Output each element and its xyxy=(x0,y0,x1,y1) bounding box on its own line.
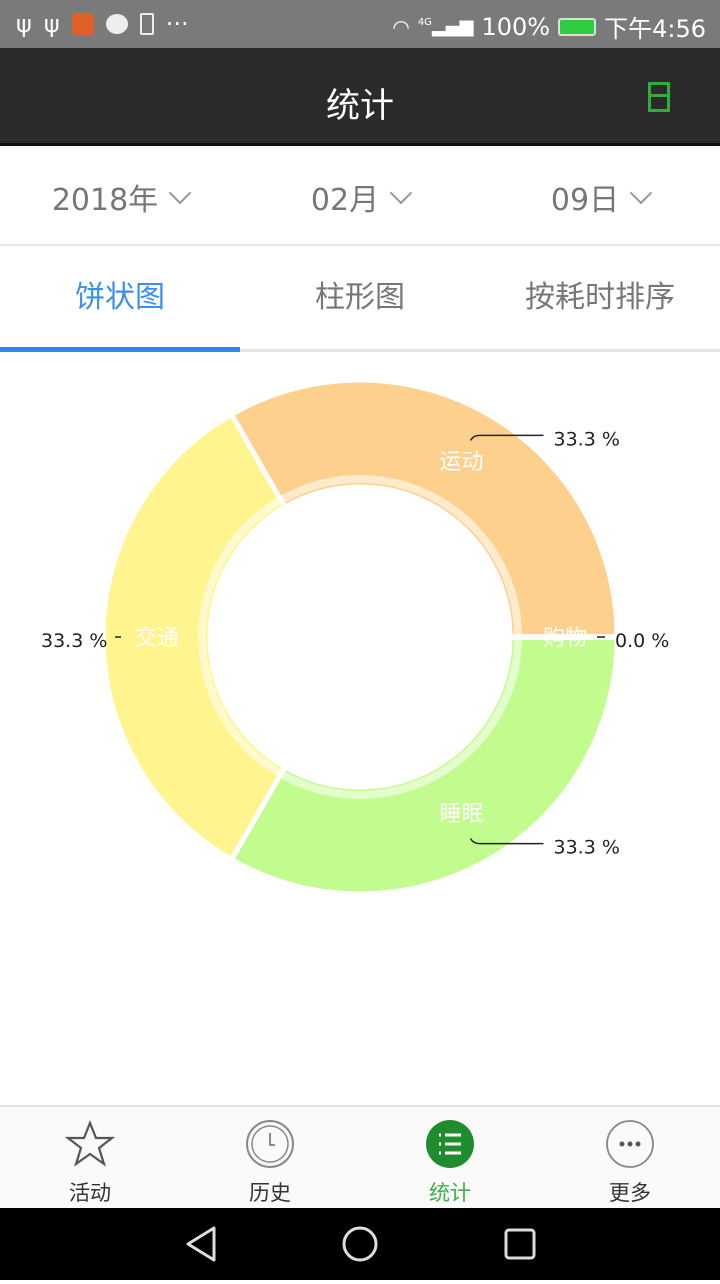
battery-percent: 100% xyxy=(481,12,551,41)
slice-percent-label: 33.3 % xyxy=(554,837,620,859)
slice-percent-label: 33.3 % xyxy=(554,428,620,450)
slice-label: 运动 xyxy=(439,450,483,475)
chart-tabs: 饼状图 柱形图 按耗时排序 xyxy=(0,248,720,352)
date-selector-row: 2018年 02月 09日 xyxy=(0,149,720,246)
year-select[interactable]: 2018年 xyxy=(0,149,240,244)
nav-more[interactable]: 更多 xyxy=(540,1107,720,1208)
tab-bar-chart[interactable]: 柱形图 xyxy=(315,280,405,315)
day-select[interactable]: 09日 xyxy=(480,149,720,244)
battery-icon xyxy=(558,17,597,36)
signal-icon: 4G▂▄▆ xyxy=(417,16,474,37)
month-value: 02月 xyxy=(310,182,380,218)
usb-icon: ψ xyxy=(43,10,60,38)
video-app-icon xyxy=(71,13,94,35)
system-nav-bar xyxy=(0,1208,720,1280)
slice-label: 交通 xyxy=(135,626,179,651)
bottom-nav: 活动 历史 统计 更多 xyxy=(0,1105,720,1208)
nav-more-label: 更多 xyxy=(609,1181,651,1205)
slice-percent-label: 0.0 % xyxy=(615,630,669,652)
chevron-down-icon xyxy=(389,181,413,204)
leader-line xyxy=(469,434,544,441)
page-title: 统计 xyxy=(326,86,394,126)
month-select[interactable]: 02月 xyxy=(240,149,480,244)
more-icon xyxy=(605,1119,655,1169)
tab-sort-by-time[interactable]: 按耗时排序 xyxy=(525,280,675,315)
status-bar: ψ ψ ··· ◠ 4G▂▄▆ 100% 下午4:56 xyxy=(0,0,720,48)
pie-slice-0[interactable] xyxy=(228,634,620,897)
leader-line xyxy=(469,838,544,845)
recents-icon[interactable] xyxy=(504,1228,536,1260)
back-icon[interactable] xyxy=(186,1226,216,1262)
star-icon xyxy=(65,1119,115,1169)
clock-icon xyxy=(245,1119,295,1169)
chevron-down-icon xyxy=(629,181,653,204)
chevron-down-icon xyxy=(168,181,192,204)
day-value: 09日 xyxy=(550,182,620,218)
nav-activity-label: 活动 xyxy=(69,1181,111,1205)
pie-slice-1[interactable] xyxy=(100,411,289,863)
list-icon xyxy=(425,1119,475,1169)
app-bar: 统计 xyxy=(0,48,720,146)
pie-slice-2[interactable] xyxy=(228,377,620,640)
calendar-icon[interactable] xyxy=(648,82,670,112)
donut-chart: 睡眠 33.3 % 交通 33.3 % 运动 33.3 % 购物 0.0 % xyxy=(41,377,669,897)
home-icon[interactable] xyxy=(342,1226,378,1262)
nav-activity[interactable]: 活动 xyxy=(0,1107,180,1208)
wifi-icon: ◠ xyxy=(392,14,410,39)
nav-history[interactable]: 历史 xyxy=(180,1107,360,1208)
nav-statistics-label: 统计 xyxy=(429,1181,471,1205)
year-value: 2018年 xyxy=(51,182,159,218)
clock-time: 下午4:56 xyxy=(604,15,706,43)
slice-label: 购物 xyxy=(543,626,587,651)
nav-history-label: 历史 xyxy=(249,1181,291,1205)
slice-inner-highlight xyxy=(198,496,284,778)
slice-label: 睡眠 xyxy=(439,802,483,827)
nav-statistics[interactable]: 统计 xyxy=(360,1107,540,1208)
slice-inner-highlight xyxy=(279,636,522,799)
more-notifications-icon: ··· xyxy=(165,10,189,38)
usb-icon: ψ xyxy=(16,10,32,38)
message-icon xyxy=(105,14,128,34)
slice-percent-label: 33.3 % xyxy=(41,630,107,652)
tab-pie-chart[interactable]: 饼状图 xyxy=(0,248,240,352)
phone-icon xyxy=(139,13,154,35)
slice-inner-highlight xyxy=(279,475,522,638)
